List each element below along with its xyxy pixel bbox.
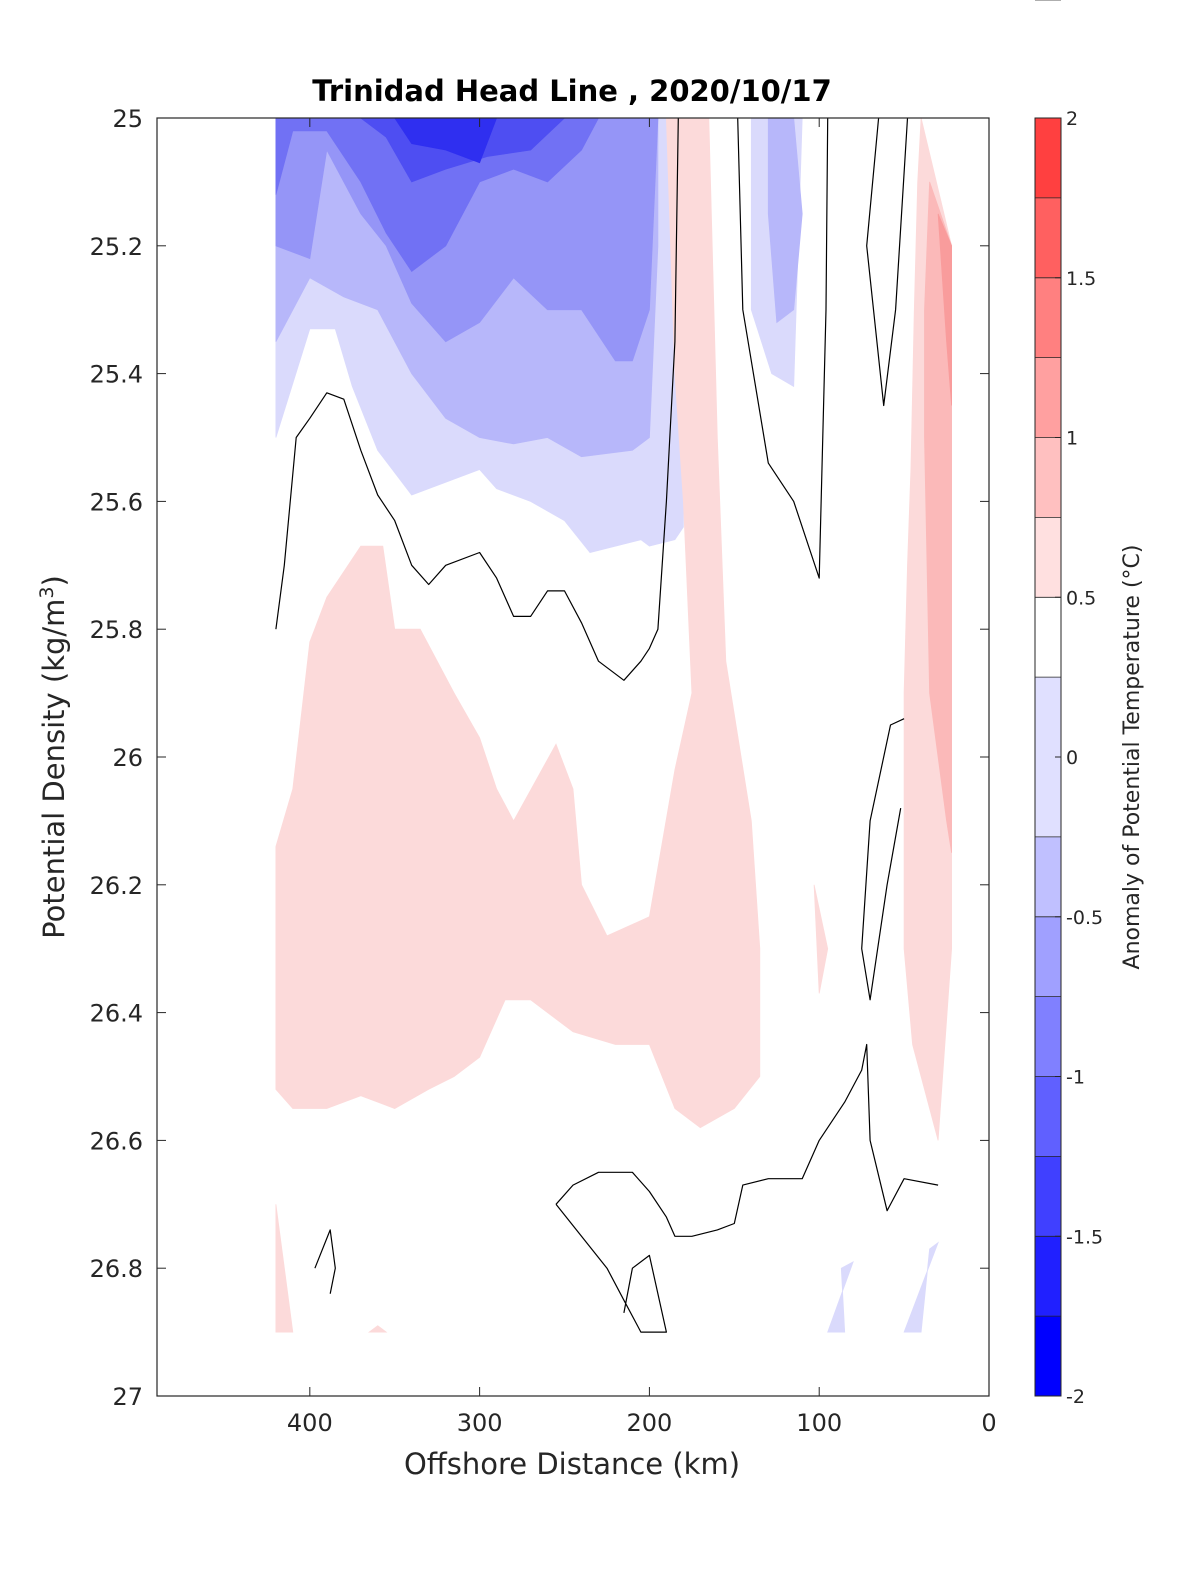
plot-area: 400 300 200 100 0 25 25.2 25.4 25.6 25.8 26 26.2 26…: [90, 105, 997, 1437]
colorbar-label: Anomaly of Potential Temperature (°C): [1120, 545, 1145, 970]
x-axis-label: Offshore Distance (km): [404, 1447, 740, 1481]
y-tick-label: 25.8: [90, 616, 143, 644]
y-tick-label: 25.2: [90, 233, 143, 261]
colorbar-tick-label: -0.5: [1066, 907, 1103, 929]
y-axis-label-main: Potential Density (kg/m: [37, 599, 71, 939]
zero-contour-line-6: [314, 1229, 336, 1294]
contour-fill-region-12: [937, 213, 952, 406]
y-tick-label: 25.4: [90, 361, 143, 389]
colorbar-swatch: [1035, 1316, 1061, 1396]
zero-contour-line-1: [737, 118, 829, 579]
y-tick-label: 26.6: [90, 1127, 143, 1155]
zero-contour-line-0: [275, 118, 679, 681]
colorbar-swatch: [1035, 597, 1061, 678]
zero-contour-layer: [275, 118, 939, 1333]
y-tick-label: 25: [112, 105, 143, 133]
y-tick-label: 26.2: [90, 872, 143, 900]
contour-fill-region-7: [767, 118, 803, 324]
colorbar-tick-label: 0.5: [1066, 587, 1096, 609]
y-tick-label: 26: [112, 744, 143, 772]
y-axis-label-superscript: 3: [36, 586, 58, 598]
colorbar-swatch: [1035, 836, 1061, 917]
contour-fill-region-13: [275, 1204, 294, 1333]
y-axis-ticks: 25 25.2 25.4 25.6 25.8 26 26.2 26.4 26.6 26.8 27: [90, 105, 989, 1411]
colorbar-tick-label: 1.5: [1066, 268, 1096, 290]
zero-contour-line-3: [861, 718, 905, 1001]
contour-fill-region-8: [275, 118, 761, 1129]
contour-fill-region-15: [827, 1260, 854, 1333]
colorbar-swatch: [1035, 1076, 1061, 1157]
colorbar-swatch: [1035, 437, 1061, 518]
colorbar-swatch: [1035, 1156, 1061, 1237]
colorbar-swatches: [1035, 0, 1061, 1396]
contour-fill-region-16: [903, 1241, 939, 1333]
filled-contour-layer: [275, 118, 952, 1333]
x-tick-label: 200: [627, 1409, 673, 1437]
colorbar-swatch: [1035, 996, 1061, 1077]
x-tick-label: 0: [981, 1409, 996, 1437]
colorbar-tick-label: -1.5: [1066, 1226, 1103, 1248]
y-tick-label: 27: [112, 1383, 143, 1411]
colorbar: 2 1.5 1 0.5 0 -0.5 -1 -1.5 -2: [1034, 0, 1103, 1408]
contour-fill-region-9: [813, 884, 829, 994]
colorbar-swatch: [1035, 517, 1061, 598]
y-axis-label: Potential Density (kg/m3): [36, 575, 71, 939]
chart-title: Trinidad Head Line , 2020/10/17: [312, 74, 832, 108]
colorbar-swatch: [1035, 197, 1061, 278]
colorbar-swatch: [1035, 916, 1061, 997]
colorbar-ticks: 2 1.5 1 0.5 0 -0.5 -1 -1.5 -2: [1055, 108, 1103, 1408]
x-axis-ticks: 400 300 200 100 0: [287, 118, 997, 1437]
contour-fill-region-5: [394, 118, 498, 164]
contour-fill-region-14: [368, 1325, 388, 1333]
colorbar-swatch: [1035, 1236, 1061, 1317]
zero-contour-line-5: [555, 1043, 939, 1237]
y-axis-label-close: ): [37, 575, 71, 586]
y-tick-label: 26.4: [90, 1000, 143, 1028]
y-tick-label: 25.6: [90, 488, 143, 516]
colorbar-swatch: [1035, 357, 1061, 438]
x-tick-label: 300: [457, 1409, 503, 1437]
x-tick-label: 400: [287, 1409, 333, 1437]
contour-fill-region-3: [275, 118, 599, 272]
colorbar-swatch: [1035, 118, 1061, 198]
y-tick-label: 26.8: [90, 1255, 143, 1283]
zero-contour-line-4: [555, 1203, 668, 1333]
colorbar-tick-label: -2: [1066, 1386, 1085, 1408]
colorbar-tick-label: 0: [1066, 747, 1078, 769]
contour-fill-region-4: [284, 118, 566, 183]
colorbar-tick-label: -1: [1066, 1067, 1085, 1089]
zero-contour-line-2: [866, 118, 909, 407]
colorbar-tick-label: 2: [1066, 108, 1078, 130]
colorbar-swatch: [1035, 277, 1061, 358]
colorbar-tick-label: 1: [1066, 428, 1078, 450]
x-tick-label: 100: [796, 1409, 842, 1437]
